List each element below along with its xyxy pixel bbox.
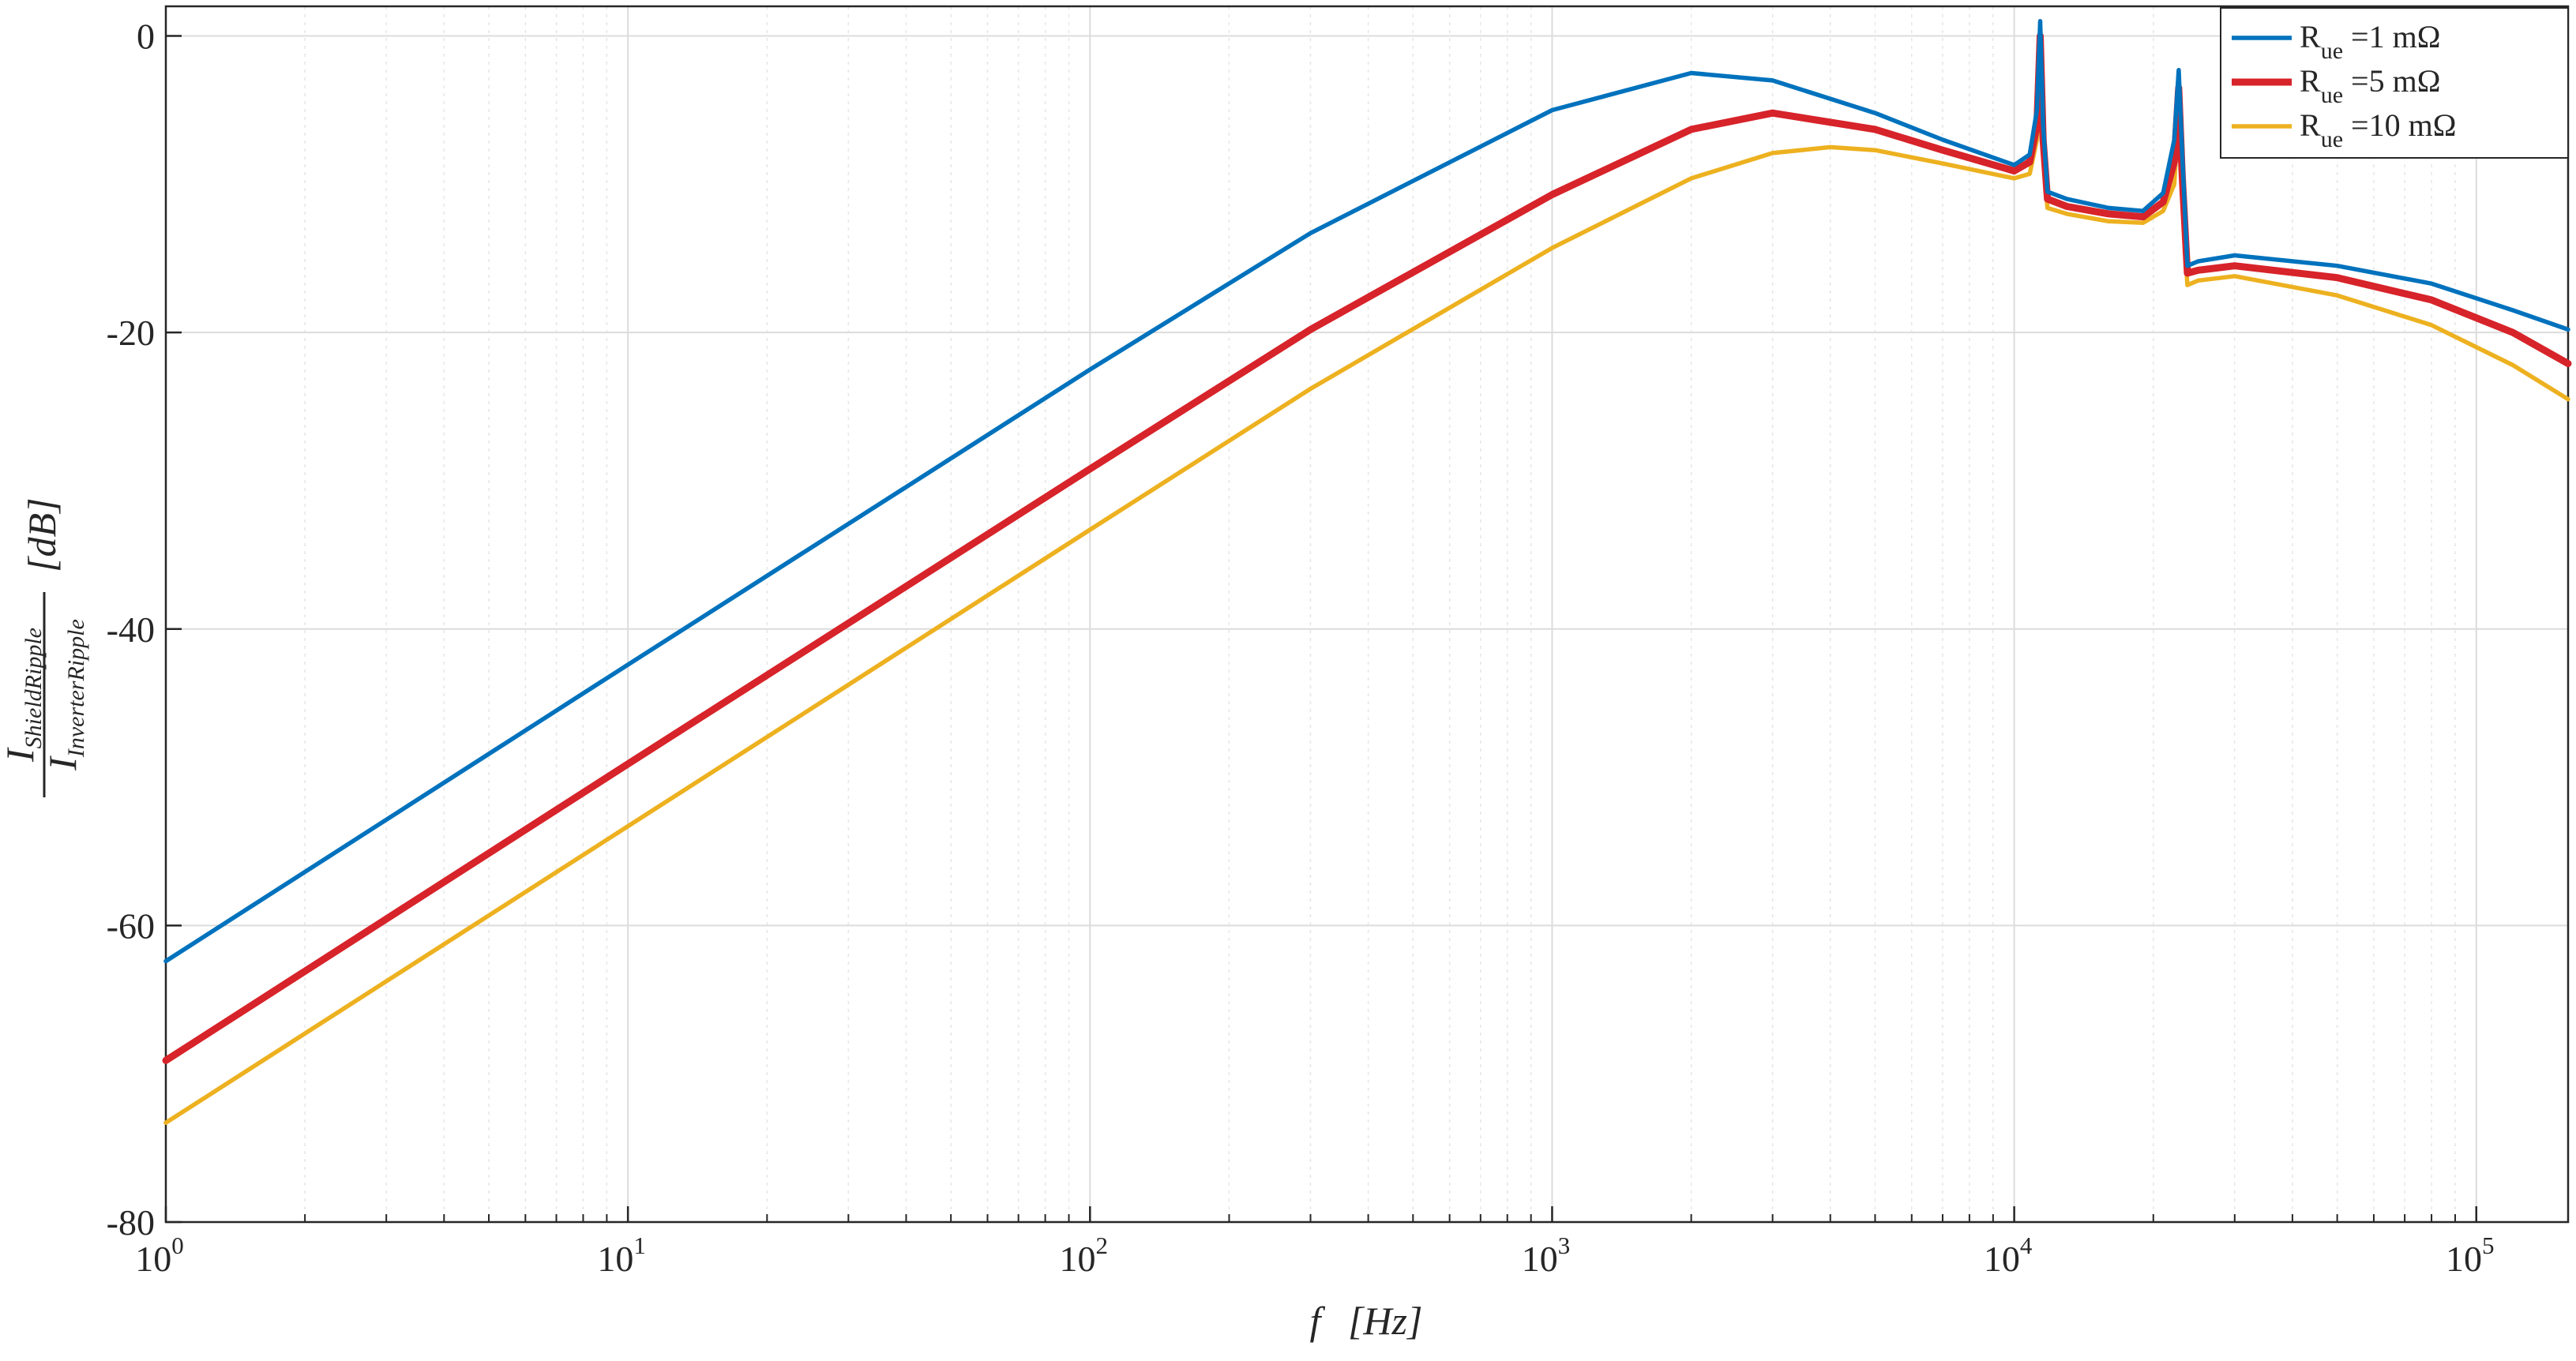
x-tick-label: 100 xyxy=(135,1232,184,1279)
legend-label-main: R xyxy=(2300,63,2321,99)
x-tick-exponent: 2 xyxy=(1096,1232,1109,1259)
legend-label-value: =1 mΩ xyxy=(2343,19,2440,54)
x-axis-unit: Hz xyxy=(1362,1299,1407,1343)
x-tick-base: 10 xyxy=(597,1239,633,1279)
legend-label-subscript: ue xyxy=(2321,126,2343,152)
y-tick-label: -60 xyxy=(107,905,155,946)
x-tick-base: 10 xyxy=(1984,1239,2020,1279)
axis-ticks xyxy=(164,35,2478,1224)
legend-label-subscript: ue xyxy=(2321,82,2343,108)
minor-grid xyxy=(304,6,2456,1222)
legend-label-main: R xyxy=(2300,19,2321,54)
x-axis-unit-open: [ xyxy=(1348,1299,1365,1343)
plot-area-frame xyxy=(164,5,2570,1224)
x-tick-exponent: 0 xyxy=(171,1232,184,1259)
x-tick-base: 10 xyxy=(1060,1239,1096,1279)
x-tick-label: 103 xyxy=(1522,1232,1571,1279)
legend-label-value: =10 mΩ xyxy=(2343,107,2456,143)
legend-label: Rue =1 mΩ xyxy=(2300,19,2440,64)
x-axis-title: f [Hz] xyxy=(1310,1299,1423,1343)
legend-label-main: R xyxy=(2300,107,2321,143)
y-axis-numerator: IShieldRipple xyxy=(0,628,47,763)
legend-label: Rue =10 mΩ xyxy=(2300,107,2456,152)
x-tick-label: 105 xyxy=(2446,1232,2495,1279)
x-tick-exponent: 5 xyxy=(2482,1232,2495,1259)
y-axis-title: IShieldRipple IInverterRipple [dB] xyxy=(0,498,89,797)
y-tick-label: 0 xyxy=(137,17,155,57)
x-axis-variable: f xyxy=(1310,1299,1326,1343)
y-axis-denominator-symbol: I xyxy=(40,755,84,771)
x-axis-unit-close: ] xyxy=(1406,1299,1422,1343)
y-axis-unit: [dB] xyxy=(20,498,64,572)
y-axis-unit-open: [ xyxy=(20,555,64,572)
x-tick-base: 10 xyxy=(1522,1239,1558,1279)
y-axis-denominator-subscript: InverterRipple xyxy=(63,619,89,758)
series-line-2 xyxy=(162,32,2572,1064)
x-tick-labels: 100 101 102 103 104 105 xyxy=(135,1232,2494,1279)
y-axis-unit-close: ] xyxy=(20,498,64,515)
y-axis-unit-text: dB xyxy=(20,513,64,557)
series-layer xyxy=(162,19,2572,1125)
legend-label: Rue =5 mΩ xyxy=(2300,63,2440,108)
y-axis-denominator: IInverterRipple xyxy=(40,619,89,771)
legend-label-value: =5 mΩ xyxy=(2343,63,2440,99)
legend-label-subscript: ue xyxy=(2321,38,2343,64)
x-tick-label: 102 xyxy=(1060,1232,1109,1279)
x-tick-label: 104 xyxy=(1984,1232,2033,1279)
x-tick-exponent: 1 xyxy=(633,1232,646,1259)
x-tick-exponent: 3 xyxy=(1558,1232,1571,1259)
y-tick-labels: 0 -20 -40 -60 -80 xyxy=(107,17,155,1243)
series-line-1 xyxy=(163,19,2570,964)
y-tick-label: -40 xyxy=(107,609,155,650)
x-tick-exponent: 4 xyxy=(2020,1232,2033,1259)
y-tick-label: -20 xyxy=(107,313,155,353)
y-axis-numerator-symbol: I xyxy=(0,747,42,763)
y-tick-label: -80 xyxy=(107,1202,155,1243)
x-tick-label: 101 xyxy=(597,1232,646,1279)
x-tick-base: 10 xyxy=(2446,1239,2482,1279)
y-axis-numerator-subscript: ShieldRipple xyxy=(21,628,47,748)
x-tick-base: 10 xyxy=(135,1239,171,1279)
